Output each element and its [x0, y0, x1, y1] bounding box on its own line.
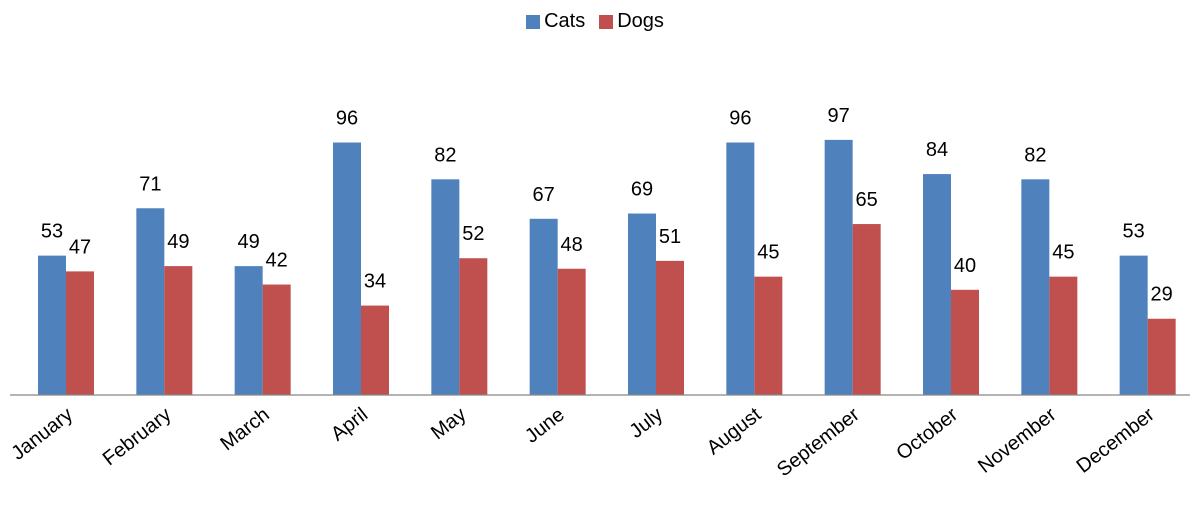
bar-dogs-october — [951, 289, 979, 395]
data-label-dogs-september: 65 — [856, 189, 878, 211]
bar-dogs-june — [557, 268, 586, 395]
x-tick-label-september: September — [773, 403, 864, 481]
x-tick-label-january: January — [7, 404, 77, 465]
bar-dogs-july — [656, 260, 684, 395]
legend-swatch-cats — [526, 14, 541, 29]
bar-cats-december — [1119, 255, 1148, 395]
bar-cats-april — [333, 142, 361, 395]
bar-cats-february — [136, 208, 165, 395]
x-tick-label-february: February — [99, 404, 176, 471]
data-label-dogs-july: 51 — [659, 226, 681, 248]
data-label-cats-december: 53 — [1123, 221, 1145, 243]
bar-dogs-november — [1049, 276, 1078, 395]
bar-cats-october — [923, 174, 951, 395]
x-tick-label-july: July — [625, 404, 667, 443]
data-label-cats-august: 96 — [729, 108, 751, 130]
legend-swatch-dogs — [599, 14, 614, 29]
x-tick-label-may: May — [427, 404, 470, 445]
x-tick-label-april: April — [327, 404, 372, 446]
data-label-cats-january: 53 — [41, 221, 63, 243]
bar-cats-august — [726, 142, 755, 395]
x-tick-label-june: June — [521, 404, 569, 448]
bar-dogs-april — [361, 305, 389, 395]
legend-label-dogs: Dogs — [617, 10, 664, 32]
x-tick-label-august: August — [703, 403, 766, 459]
bar-cats-june — [529, 218, 558, 395]
bar-dogs-january — [66, 271, 94, 395]
bar-dogs-december — [1147, 318, 1176, 395]
data-label-cats-june: 67 — [533, 184, 555, 206]
bar-cats-july — [628, 213, 656, 395]
x-tick-label-november: November — [974, 403, 1061, 477]
bar-cats-march — [234, 266, 263, 395]
data-label-cats-july: 69 — [631, 179, 653, 201]
data-label-cats-april: 96 — [336, 108, 358, 130]
data-label-dogs-march: 42 — [266, 250, 288, 272]
x-tick-label-december: December — [1072, 403, 1159, 477]
data-label-dogs-august: 45 — [757, 242, 779, 264]
bar-dogs-may — [459, 258, 488, 395]
data-label-cats-september: 97 — [828, 105, 850, 127]
bar-cats-may — [431, 179, 460, 395]
bar-dogs-february — [164, 266, 193, 395]
data-label-cats-march: 49 — [238, 231, 260, 253]
bar-dogs-september — [852, 224, 881, 395]
data-label-dogs-may: 52 — [462, 223, 484, 245]
data-label-dogs-december: 29 — [1151, 284, 1173, 306]
x-tick-label-march: March — [216, 404, 273, 456]
bar-cats-november — [1021, 179, 1050, 395]
data-label-dogs-april: 34 — [364, 271, 386, 293]
bar-dogs-march — [262, 284, 291, 395]
data-label-dogs-january: 47 — [69, 236, 91, 258]
data-label-cats-october: 84 — [926, 139, 948, 161]
legend-item-cats: Cats — [526, 10, 585, 33]
data-label-dogs-november: 45 — [1052, 242, 1074, 264]
bar-dogs-august — [754, 276, 783, 395]
bar-cats-september — [824, 139, 853, 395]
data-label-cats-may: 82 — [434, 144, 456, 166]
data-label-dogs-june: 48 — [561, 234, 583, 256]
bar-cats-january — [38, 255, 66, 395]
legend-label-cats: Cats — [544, 10, 586, 32]
data-label-cats-november: 82 — [1024, 144, 1046, 166]
data-label-cats-february: 71 — [139, 173, 161, 195]
legend: Cats Dogs — [0, 10, 1190, 33]
data-label-dogs-october: 40 — [954, 255, 976, 277]
legend-item-dogs: Dogs — [599, 10, 664, 33]
x-tick-label-october: October — [892, 403, 962, 464]
data-label-dogs-february: 49 — [167, 231, 189, 253]
